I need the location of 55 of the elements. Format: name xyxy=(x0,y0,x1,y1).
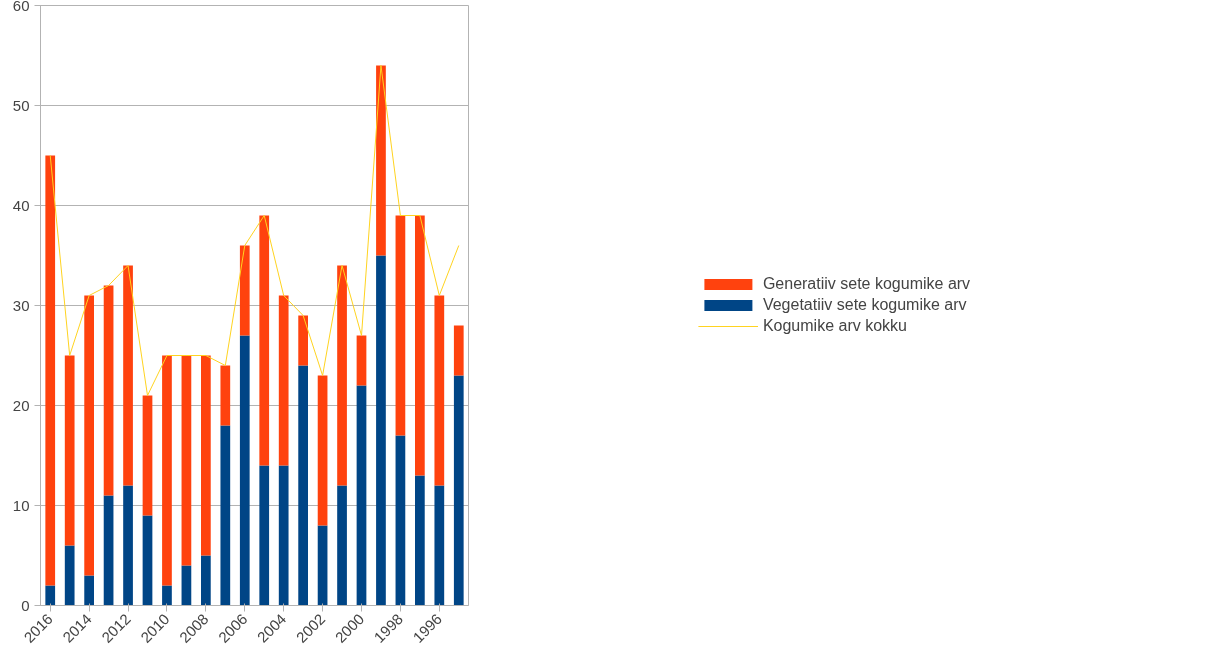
bar xyxy=(453,325,464,376)
bar xyxy=(64,545,75,606)
bar xyxy=(162,585,172,606)
legend-label: Kogumike arv kokku xyxy=(762,317,907,335)
bar xyxy=(434,295,445,486)
bar xyxy=(220,425,231,606)
legend-label: Generatiiv sete kogumike arv xyxy=(762,275,971,293)
bar xyxy=(84,575,94,606)
bar xyxy=(395,435,406,606)
bar xyxy=(337,485,347,606)
legend-label: Vegetatiiv sete kogumike arv xyxy=(762,296,967,314)
bar xyxy=(103,495,114,606)
y-tick-label: 20 xyxy=(12,396,30,414)
bar xyxy=(298,365,308,606)
bar xyxy=(181,355,192,566)
bar xyxy=(434,485,445,606)
bar xyxy=(376,65,386,256)
bar xyxy=(337,265,347,486)
bar xyxy=(415,215,425,476)
y-tick-label: 40 xyxy=(12,196,30,214)
bar xyxy=(259,215,270,466)
bar xyxy=(142,515,153,606)
y-tick-label: 30 xyxy=(12,296,30,314)
bar xyxy=(317,375,328,526)
bar xyxy=(415,475,425,606)
bar xyxy=(123,485,133,606)
bar xyxy=(45,155,56,586)
bar xyxy=(123,265,133,486)
bar xyxy=(84,295,94,576)
bar xyxy=(201,555,211,606)
bar xyxy=(278,465,289,606)
y-tick-label: 60 xyxy=(12,0,30,14)
bar xyxy=(162,355,172,586)
bar xyxy=(64,355,75,546)
y-tick-label: 10 xyxy=(12,496,30,514)
bar xyxy=(239,335,250,606)
bar xyxy=(239,245,250,336)
bar xyxy=(453,375,464,606)
bar xyxy=(278,295,289,466)
bar xyxy=(259,465,270,606)
bar xyxy=(220,365,231,426)
y-tick-label: 50 xyxy=(12,96,30,114)
bar xyxy=(356,385,367,606)
bar xyxy=(201,355,211,556)
bar xyxy=(317,525,328,606)
bar xyxy=(395,215,406,436)
y-tick-label: 0 xyxy=(21,596,30,614)
line-series xyxy=(49,65,460,396)
bar xyxy=(103,285,114,496)
bar xyxy=(45,585,56,606)
bar xyxy=(298,315,308,366)
bar xyxy=(181,565,192,606)
bar xyxy=(142,395,153,516)
bar xyxy=(356,335,367,386)
bar xyxy=(376,255,386,606)
